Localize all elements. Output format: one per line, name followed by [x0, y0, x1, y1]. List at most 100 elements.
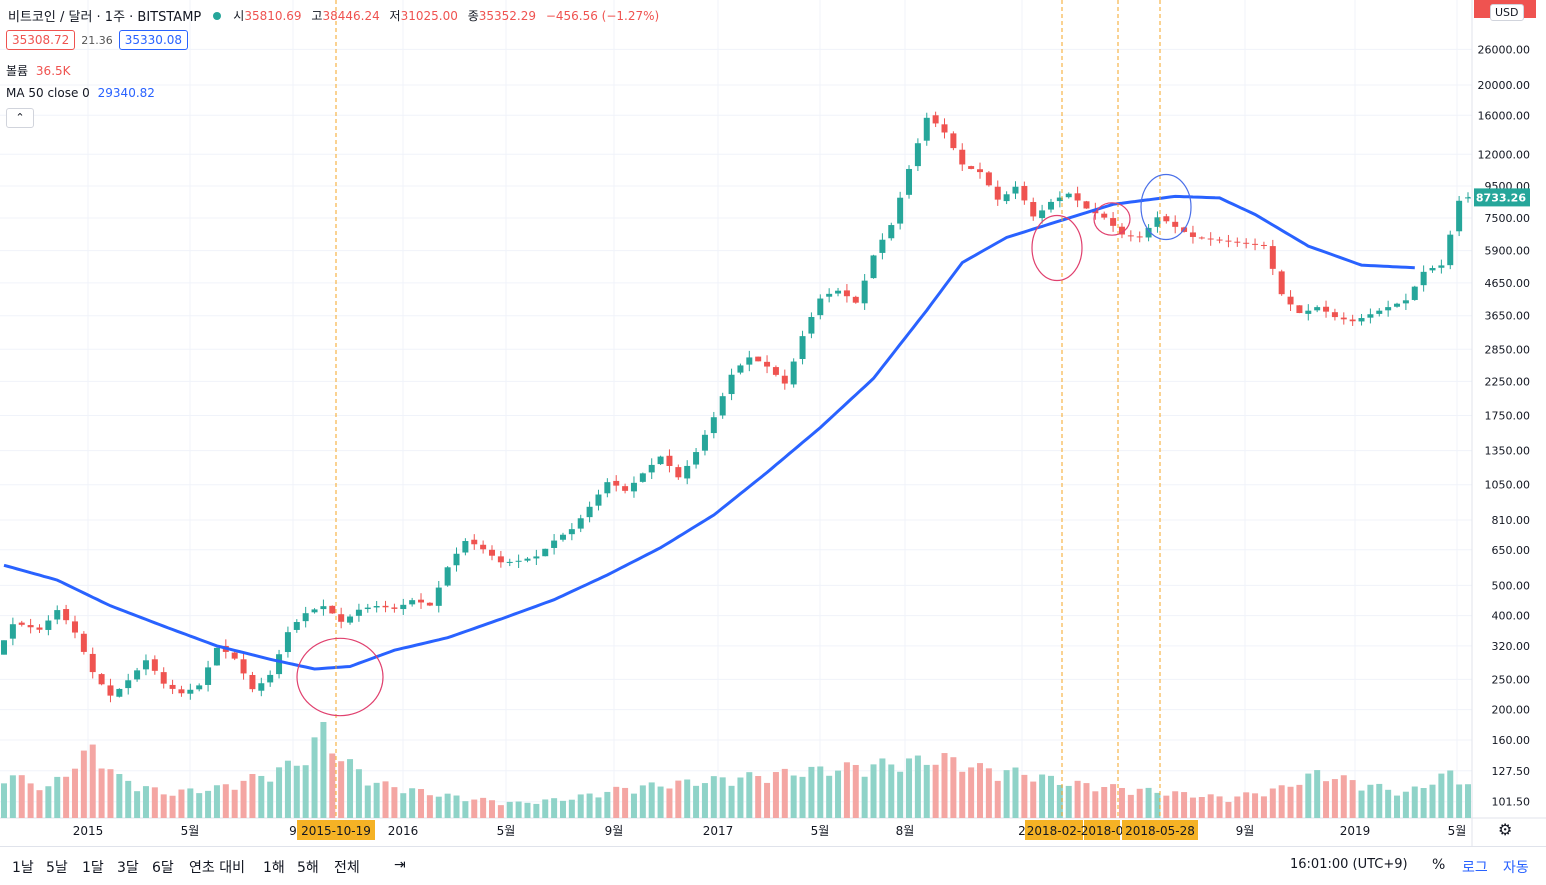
y-tick-label: 400.00	[1492, 610, 1531, 623]
y-tick-label: 20000.00	[1478, 79, 1531, 92]
volume-bar	[71, 768, 78, 818]
candle-body	[80, 633, 87, 652]
candle-body	[1101, 213, 1108, 218]
candle-body	[1216, 239, 1223, 241]
volume-bar	[906, 758, 913, 818]
volume-bar	[559, 800, 566, 818]
candle-body	[657, 456, 664, 465]
volume-bar	[391, 787, 398, 818]
candle-body	[950, 133, 957, 149]
candle-body	[1207, 238, 1214, 240]
volume-bar	[54, 776, 61, 818]
y-tick-label: 250.00	[1492, 673, 1531, 686]
volume-bar	[542, 799, 549, 818]
low-label: 저	[389, 9, 401, 23]
volume-bar	[764, 782, 771, 818]
volume-bar	[675, 780, 682, 818]
volume-bar	[843, 762, 850, 818]
volume-bar	[568, 799, 575, 818]
range-ytd[interactable]: 연초 대비	[189, 860, 245, 876]
candle-body	[1305, 310, 1312, 314]
collapse-legend-button[interactable]: ⌃	[6, 108, 34, 128]
percent-toggle[interactable]: %	[1432, 857, 1446, 873]
volume-bar	[444, 793, 451, 818]
range-1m[interactable]: 1달	[82, 860, 104, 876]
range-5d[interactable]: 5날	[46, 860, 68, 876]
candle-body	[1021, 185, 1028, 201]
candle-body	[1394, 303, 1401, 307]
candle-body	[1225, 240, 1232, 242]
ma-legend[interactable]: MA 50 close 0 29340.82	[6, 86, 155, 100]
volume-bar	[701, 783, 708, 818]
volume-bar	[196, 793, 203, 818]
volume-bar	[959, 771, 966, 818]
y-tick-label: 7500.00	[1485, 212, 1531, 225]
timezone-label[interactable]: 16:01:00 (UTC+9)	[1290, 857, 1408, 872]
volume-bar	[107, 769, 114, 818]
candle-body	[382, 605, 389, 608]
volume-bar	[1402, 791, 1409, 818]
ask-button[interactable]: 35330.08	[118, 30, 189, 50]
candle-body	[151, 659, 158, 671]
volume-bar	[1447, 770, 1454, 818]
quote-row: 35308.72 21.36 35330.08	[6, 30, 189, 50]
auto-toggle[interactable]: 자동	[1503, 860, 1529, 876]
annotation-circle	[1031, 214, 1083, 282]
range-3m[interactable]: 3달	[117, 860, 139, 876]
annotation-circle	[296, 637, 384, 717]
volume-bar	[622, 787, 629, 818]
range-1y[interactable]: 1해	[263, 860, 285, 876]
x-tick-label: 9	[289, 824, 297, 838]
range-all[interactable]: 전체	[334, 860, 360, 876]
volume-bar	[409, 788, 416, 818]
volume-bar	[790, 775, 797, 818]
volume-legend[interactable]: 볼륨 36.5K	[6, 62, 71, 79]
volume-bar	[364, 785, 371, 818]
date-marker-label: 2018-0	[1081, 824, 1124, 838]
volume-bar	[125, 780, 132, 818]
candle-body	[542, 548, 549, 557]
y-tick-label: 2850.00	[1485, 343, 1531, 356]
volume-bar	[293, 765, 300, 818]
date-marker-box	[1025, 820, 1083, 840]
candle-body	[524, 558, 531, 561]
date-range-icon[interactable]: ⇥	[394, 857, 406, 873]
candle-body	[746, 357, 753, 365]
y-tick-label: 320.00	[1492, 640, 1531, 653]
candle-body	[1154, 217, 1161, 227]
log-toggle[interactable]: 로그	[1462, 860, 1488, 876]
candle-body	[302, 613, 309, 622]
range-5y[interactable]: 5해	[297, 860, 319, 876]
volume-bar	[852, 764, 859, 818]
volume-bar	[710, 776, 717, 818]
candle-body	[1056, 197, 1063, 202]
range-1d[interactable]: 1날	[12, 860, 34, 876]
y-tick-label: 1050.00	[1485, 479, 1531, 492]
settings-gear-icon[interactable]: ⚙	[1498, 820, 1513, 839]
candle-body	[1314, 307, 1321, 311]
volume-bar	[1021, 774, 1028, 818]
x-tick-label: 5월	[497, 824, 516, 838]
candle-body	[906, 168, 913, 195]
currency-label[interactable]: USD	[1490, 4, 1524, 21]
range-6m[interactable]: 6달	[152, 860, 174, 876]
bid-button[interactable]: 35308.72	[6, 30, 76, 50]
volume-bar	[116, 774, 123, 818]
volume-bar	[276, 767, 283, 818]
last-price-label: 8733.26	[1476, 191, 1526, 204]
volume-bar	[1, 783, 7, 818]
volume-bar	[329, 753, 336, 818]
candle-body	[1287, 296, 1294, 305]
candle-body	[1030, 202, 1037, 217]
candle-body	[364, 607, 371, 610]
symbol-title[interactable]: 비트코인 / 달러 · 1주 · BITSTAMP	[8, 10, 202, 25]
volume-bar	[755, 776, 762, 818]
candle-body	[959, 149, 966, 165]
volume-bar	[80, 750, 87, 818]
volume-bar	[1047, 775, 1054, 818]
candle-body	[497, 556, 504, 563]
volume-bar	[613, 786, 620, 818]
volume-bar	[1154, 792, 1161, 818]
candle-body	[338, 614, 345, 622]
